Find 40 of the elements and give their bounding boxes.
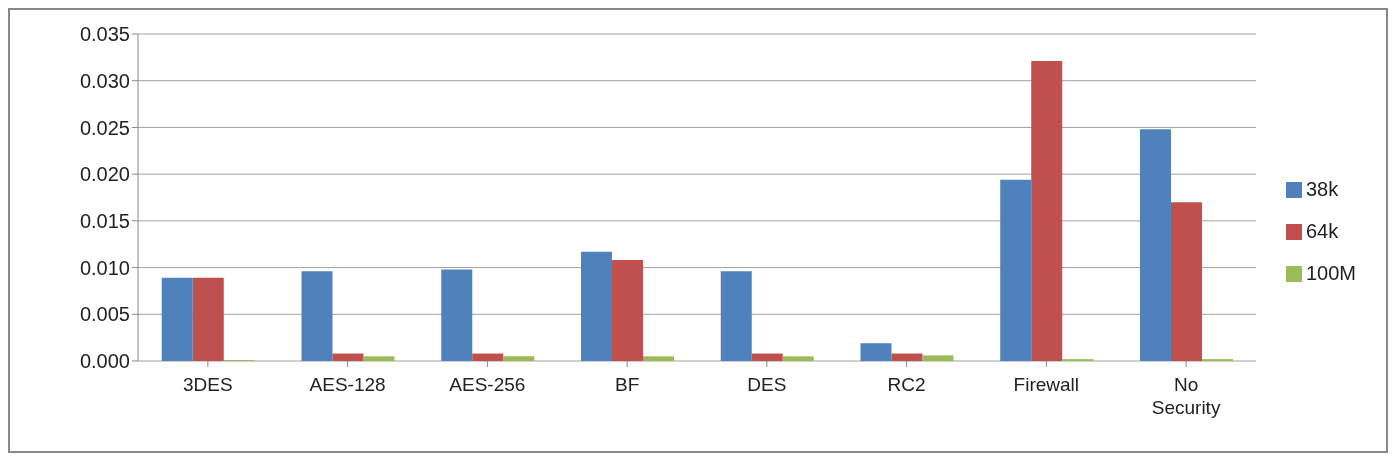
legend-label: 38k bbox=[1305, 177, 1339, 200]
bar bbox=[363, 356, 395, 361]
y-tick-label: 0.035 bbox=[79, 23, 130, 46]
x-tick-label: AES-256 bbox=[449, 374, 526, 395]
bar bbox=[860, 343, 892, 361]
bar bbox=[581, 251, 612, 361]
y-tick-label: 0.005 bbox=[79, 303, 130, 326]
y-tick-label: 0.015 bbox=[79, 209, 130, 232]
bar bbox=[612, 260, 643, 361]
bar bbox=[301, 271, 333, 361]
bar bbox=[503, 356, 535, 361]
bar bbox=[922, 355, 954, 361]
x-tick-label: 3DES bbox=[183, 374, 233, 395]
x-tick-label: DES bbox=[747, 374, 787, 395]
y-tick-label: 0.030 bbox=[79, 69, 130, 92]
x-tick-label: Firewall bbox=[1013, 374, 1080, 395]
bar bbox=[1170, 202, 1202, 361]
bar bbox=[720, 271, 752, 361]
bar bbox=[751, 353, 783, 361]
bar bbox=[192, 277, 224, 361]
bar bbox=[1139, 129, 1171, 361]
y-tick-label: 0.020 bbox=[79, 163, 130, 186]
y-tick-label: 0.000 bbox=[79, 350, 130, 373]
x-tick-label: RC2 bbox=[887, 374, 926, 395]
y-tick-label: 0.010 bbox=[79, 256, 130, 279]
bar bbox=[891, 353, 923, 361]
bar bbox=[441, 269, 473, 361]
y-tick-label: 0.025 bbox=[79, 116, 130, 139]
bar bbox=[1000, 179, 1032, 361]
bar bbox=[161, 277, 193, 361]
legend-label: 64k bbox=[1305, 219, 1339, 242]
x-tick-label: No Security bbox=[1151, 374, 1221, 418]
x-tick-label: BF bbox=[614, 374, 640, 395]
bar bbox=[472, 353, 504, 361]
x-tick-label: AES-128 bbox=[309, 374, 386, 395]
bar bbox=[1031, 61, 1063, 361]
legend-label: 100M bbox=[1305, 261, 1356, 284]
bar bbox=[643, 356, 674, 361]
bar bbox=[782, 356, 814, 361]
bar bbox=[332, 353, 364, 361]
